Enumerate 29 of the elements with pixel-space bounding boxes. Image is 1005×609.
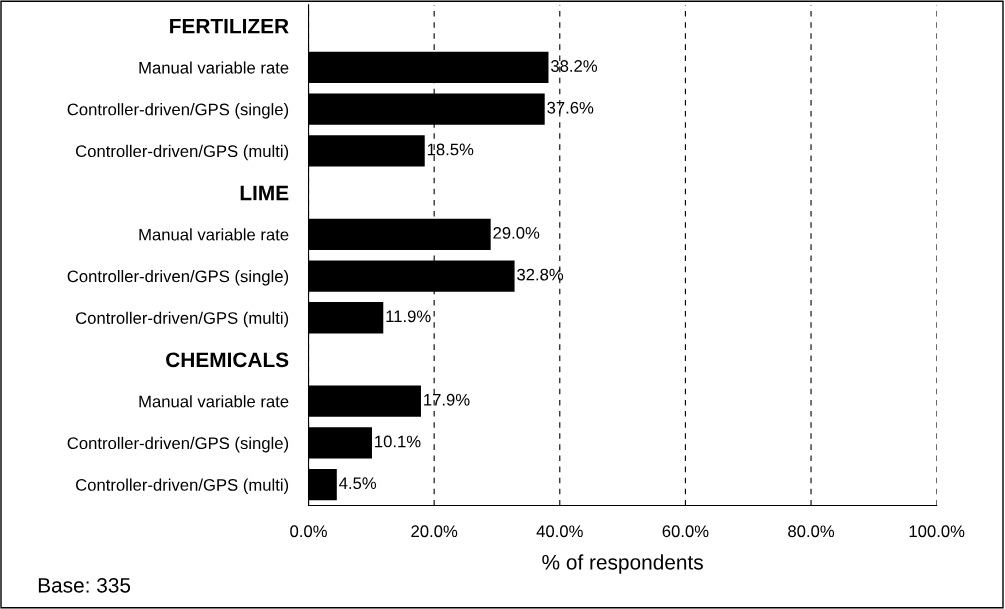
x-tick-label: 100.0% bbox=[909, 525, 965, 538]
x-tick-label: 80.0% bbox=[788, 525, 835, 538]
data-label: 10.1% bbox=[375, 435, 421, 448]
data-label: 18.5% bbox=[427, 143, 474, 156]
y-tick-label: Controller-driven/GPS (multi) bbox=[76, 144, 289, 161]
x-tick-label: 20.0% bbox=[411, 525, 458, 538]
x-tick-label: 40.0% bbox=[536, 525, 583, 538]
y-tick-label: CHEMICALS bbox=[166, 352, 289, 368]
data-label: 29.0% bbox=[493, 226, 540, 239]
data-label: 37.6% bbox=[547, 101, 594, 114]
y-tick-label: LIME bbox=[240, 185, 289, 201]
x-tick-label: 60.0% bbox=[662, 525, 709, 538]
data-label: 4.5% bbox=[339, 477, 377, 490]
y-tick-label: FERTILIZER bbox=[170, 18, 289, 34]
text: Base: 335 bbox=[38, 577, 131, 593]
y-tick-label: Controller-driven/GPS (single) bbox=[67, 436, 289, 453]
x-axis-title: % of respondents bbox=[542, 554, 703, 574]
data-label: 11.9% bbox=[386, 310, 431, 323]
y-tick-label: Manual variable rate bbox=[139, 395, 289, 408]
y-tick-label: Manual variable rate bbox=[139, 228, 289, 241]
y-tick-label: Controller-driven/GPS (multi) bbox=[76, 478, 289, 495]
y-tick-label: Controller-driven/GPS (multi) bbox=[76, 311, 289, 328]
data-label: 32.8% bbox=[517, 268, 564, 281]
data-label: 17.9% bbox=[424, 393, 470, 406]
y-tick-label: Controller-driven/GPS (single) bbox=[67, 269, 289, 286]
y-tick-label: Controller-driven/GPS (single) bbox=[67, 103, 289, 119]
data-label: 38.2% bbox=[551, 60, 598, 72]
x-tick-label: 0.0% bbox=[290, 525, 327, 538]
y-tick-label: Manual variable rate bbox=[139, 61, 289, 74]
